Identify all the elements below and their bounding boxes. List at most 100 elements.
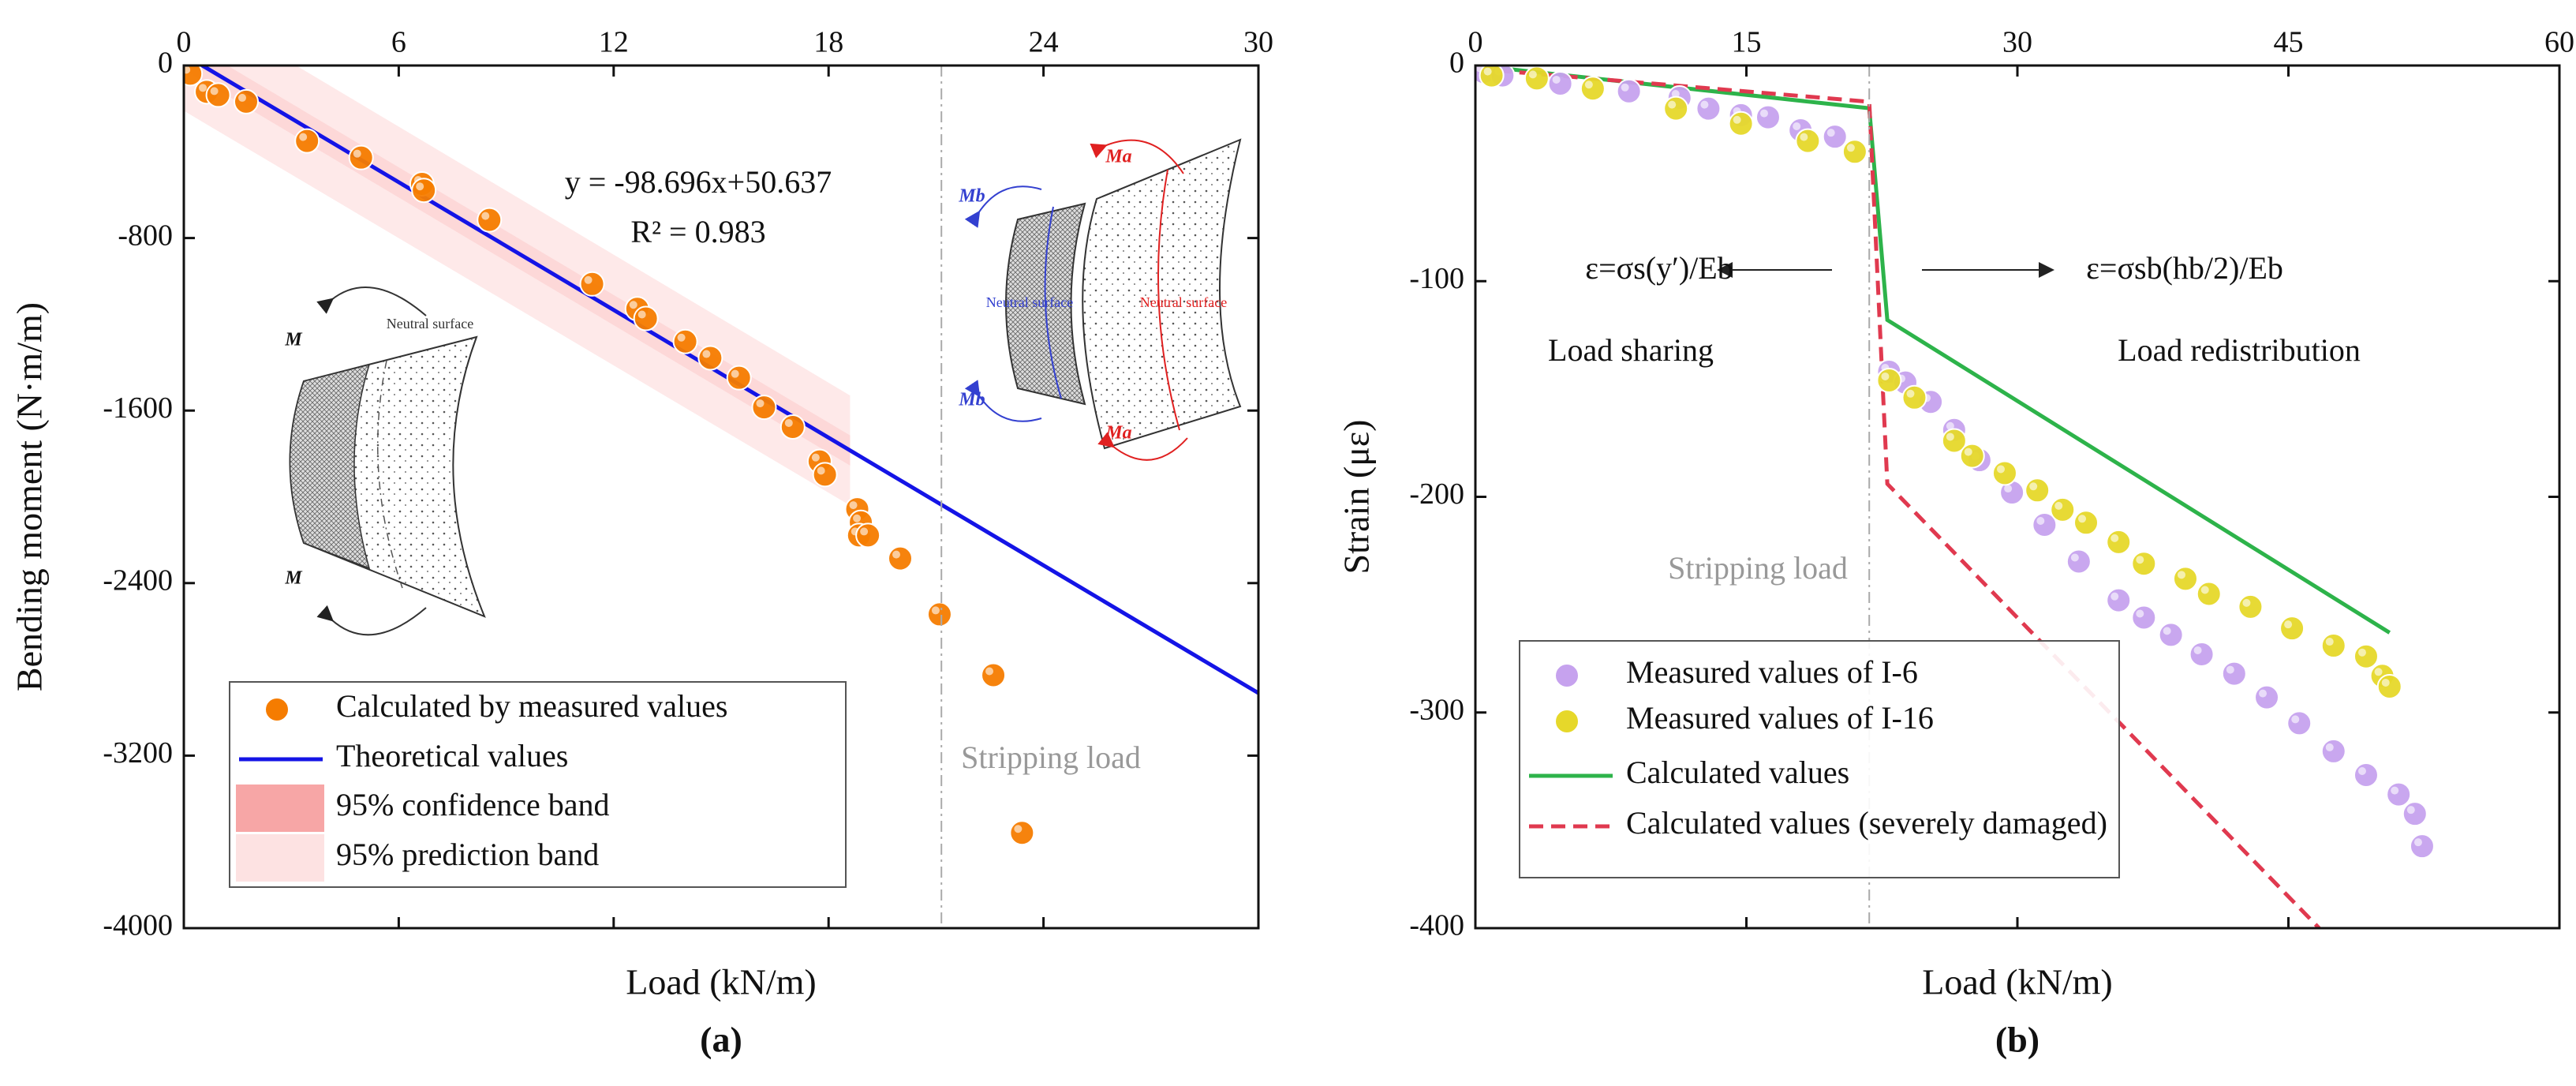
inset-label: M	[284, 568, 303, 589]
point	[2106, 529, 2132, 555]
point	[1841, 139, 1868, 165]
legend-box	[229, 681, 847, 888]
point-highlight	[811, 453, 820, 462]
legend-label: 95% prediction band	[336, 837, 599, 872]
point	[2254, 684, 2280, 710]
point-highlight	[184, 66, 191, 74]
point-highlight	[1906, 389, 1915, 398]
point-highlight	[2111, 592, 2119, 601]
point	[1524, 66, 1550, 92]
point-highlight	[1733, 115, 1741, 124]
point-highlight	[853, 514, 862, 522]
point	[633, 305, 659, 331]
point-highlight	[2136, 556, 2144, 564]
point-highlight	[2325, 743, 2334, 751]
legend-symbol	[264, 697, 290, 722]
point-highlight	[702, 350, 711, 358]
point	[1959, 443, 1985, 469]
legend-label: Measured values of I-16	[1626, 700, 1934, 736]
point	[2376, 673, 2402, 699]
point-highlight	[1946, 433, 1954, 441]
point-highlight	[1668, 100, 1677, 109]
point	[812, 462, 838, 488]
point	[1663, 95, 1689, 122]
point	[981, 662, 1007, 688]
point	[1009, 820, 1035, 846]
y-tick-label: -800	[118, 219, 173, 252]
point	[726, 365, 752, 391]
point	[672, 328, 698, 354]
inset-label: M	[284, 330, 303, 350]
point	[2402, 801, 2428, 827]
point-highlight	[1793, 122, 1801, 130]
point-highlight	[1584, 81, 1593, 89]
point	[233, 88, 259, 114]
point	[411, 178, 437, 204]
inset-label: Neutral surface	[1140, 294, 1227, 310]
point-highlight	[1552, 75, 1561, 84]
legend-label: Theoretical values	[336, 738, 568, 773]
point	[1755, 104, 1781, 130]
point-highlight	[1846, 144, 1855, 152]
stripping-label: Stripping load	[961, 740, 1141, 775]
x-tick-label: 30	[1243, 26, 1273, 59]
point-highlight	[2357, 648, 2366, 657]
plot-area	[1475, 66, 2435, 928]
point	[780, 414, 806, 440]
x-tick-label: 18	[813, 26, 843, 59]
legend-label: Measured values of I-6	[1626, 654, 1918, 690]
annotation: y = -98.696x+50.637	[565, 164, 832, 200]
point-highlight	[353, 149, 361, 158]
point-highlight	[1528, 70, 1537, 79]
point	[1616, 78, 1642, 104]
point	[2106, 587, 2132, 613]
legend-label: Calculated by measured values	[336, 688, 727, 724]
point-highlight	[849, 501, 858, 510]
point-highlight	[731, 369, 739, 378]
inset-left	[289, 286, 486, 636]
point-highlight	[2259, 689, 2268, 698]
point	[888, 545, 913, 571]
point-highlight	[629, 301, 637, 309]
point	[1580, 76, 1606, 102]
point-highlight	[199, 84, 208, 92]
point-highlight	[2391, 786, 2399, 795]
y-tick-label: -200	[1409, 477, 1464, 511]
x-tick-label: 12	[599, 26, 629, 59]
point-highlight	[931, 606, 940, 615]
point-highlight	[1996, 465, 2005, 474]
point-highlight	[1964, 448, 1972, 456]
inset-label: Ma	[1105, 147, 1131, 167]
point-highlight	[2200, 586, 2209, 594]
point-highlight	[2177, 571, 2185, 579]
y-axis-title: Bending moment (N·m/m)	[9, 302, 50, 691]
y-tick-label: -100	[1409, 262, 1464, 295]
point-highlight	[1826, 129, 1835, 137]
point	[579, 271, 605, 297]
point-highlight	[1483, 67, 1492, 76]
point	[2196, 581, 2222, 607]
point-highlight	[2406, 806, 2415, 814]
point-highlight	[784, 418, 793, 427]
y-axis-title: Strain (με)	[1337, 420, 1377, 575]
point-highlight	[210, 87, 219, 95]
point	[2409, 833, 2435, 859]
point-highlight	[2357, 766, 2366, 775]
panel-label: (a)	[700, 1020, 742, 1060]
y-tick-label: 0	[1449, 47, 1464, 80]
point-highlight	[2136, 609, 2144, 618]
point	[2286, 710, 2312, 736]
point-highlight	[817, 466, 825, 475]
point-highlight	[2004, 485, 2013, 493]
point-highlight	[2111, 534, 2119, 542]
point-highlight	[2291, 715, 2300, 724]
point-highlight	[985, 667, 994, 676]
point	[2050, 496, 2076, 522]
point	[1822, 124, 1848, 150]
point	[1479, 66, 1505, 88]
legend-label: Calculated values	[1626, 755, 1849, 790]
point	[2066, 549, 2092, 575]
point-highlight	[756, 399, 765, 408]
y-tick-label: -3200	[103, 736, 173, 770]
point	[2386, 781, 2412, 807]
